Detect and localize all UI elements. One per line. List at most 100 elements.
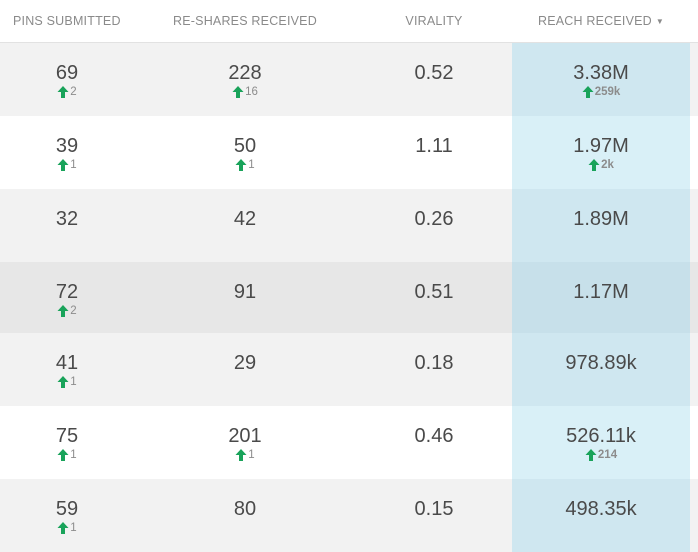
pins-submitted-cell-value: 41 [55,352,79,374]
pins-submitted-cell-delta: 2 [57,305,77,317]
reach-received-cell-delta: 2k [588,159,614,171]
pins-submitted-cell: 39 1 [0,116,134,189]
table-row[interactable]: 39 1 50 1 1.11 1.97M 2k [0,116,698,189]
virality-cell: 0.15 [356,479,512,552]
reshares-received-cell: 91 [134,262,356,333]
header-reshares-received[interactable]: RE-SHARES RECEIVED [134,0,356,42]
header-reach-received[interactable]: REACH RECEIVED ▼ [512,0,690,42]
reach-received-cell-value: 498.35k [565,498,637,520]
row-spacer [690,189,696,262]
table-row[interactable]: 41 1 29 0.18 978.89k [0,333,698,406]
reshares-received-cell-value: 29 [233,352,257,374]
virality-cell-value: 0.51 [414,281,454,303]
table-row[interactable]: 32 42 0.26 1.89M [0,189,698,262]
reach-received-cell: 1.89M [512,189,690,262]
pins-submitted-cell-value: 39 [55,135,79,157]
pins-submitted-cell: 41 1 [0,333,134,406]
row-spacer [690,479,696,552]
reshares-received-cell-value: 50 [233,135,257,157]
pins-submitted-cell-delta-value: 2 [70,86,77,98]
up-arrow-icon [582,86,594,98]
table-row[interactable]: 72 2 91 0.51 1.17M [0,262,698,333]
reshares-received-cell-delta-value: 16 [245,86,258,98]
header-spacer [690,0,696,42]
reshares-received-cell-value: 201 [228,425,262,447]
reshares-received-cell: 228 16 [134,43,356,116]
pins-submitted-cell-value: 32 [55,208,79,230]
reshares-received-cell: 50 1 [134,116,356,189]
reach-received-cell-value: 1.89M [573,208,629,230]
up-arrow-icon [57,86,69,98]
row-spacer [690,116,696,189]
pins-submitted-cell-delta-value: 1 [70,522,77,534]
pins-submitted-cell-value: 72 [55,281,79,303]
up-arrow-icon [235,449,247,461]
table-body: 69 2 228 16 0.52 3.38M 259k 39 1 50 1 1.11 1.97M 2k 32… [0,43,698,552]
virality-cell: 0.26 [356,189,512,262]
pins-submitted-cell-delta-value: 2 [70,305,77,317]
table-row[interactable]: 69 2 228 16 0.52 3.38M 259k [0,43,698,116]
table-row[interactable]: 59 1 80 0.15 498.35k [0,479,698,552]
up-arrow-icon [588,159,600,171]
caret-down-icon[interactable]: ▼ [655,16,665,26]
up-arrow-icon [235,159,247,171]
pins-submitted-cell-delta: 1 [57,159,77,171]
reshares-received-cell: 42 [134,189,356,262]
reach-received-cell-delta-value: 2k [601,159,614,171]
reshares-received-cell-value: 228 [228,62,262,84]
reach-received-cell-value: 1.97M [573,135,629,157]
pins-submitted-cell: 75 1 [0,406,134,479]
up-arrow-icon [57,305,69,317]
virality-cell: 0.18 [356,333,512,406]
virality-cell: 1.11 [356,116,512,189]
pins-submitted-cell: 69 2 [0,43,134,116]
pins-submitted-cell-delta-value: 1 [70,376,77,388]
virality-cell: 0.51 [356,262,512,333]
reach-received-cell-delta: 259k [582,86,621,98]
pins-submitted-cell-delta: 2 [57,86,77,98]
header-virality[interactable]: VIRALITY [356,0,512,42]
reshares-received-cell-delta: 16 [232,86,258,98]
pins-submitted-cell-value: 59 [55,498,79,520]
reshares-received-cell-value: 91 [233,281,257,303]
up-arrow-icon [232,86,244,98]
reshares-received-cell-delta-value: 1 [248,449,255,461]
reach-received-cell: 1.17M [512,262,690,333]
table-header: PINS SUBMITTED RE-SHARES RECEIVED VIRALI… [0,0,698,43]
virality-cell: 0.46 [356,406,512,479]
row-spacer [690,43,696,116]
header-reach-received-label: REACH RECEIVED [537,14,652,28]
virality-cell-value: 1.11 [415,135,453,157]
pins-submitted-cell: 72 2 [0,262,134,333]
up-arrow-icon [57,376,69,388]
reach-received-cell-value: 526.11k [566,425,636,447]
up-arrow-icon [57,522,69,534]
reach-received-cell: 978.89k [512,333,690,406]
up-arrow-icon [57,449,69,461]
reshares-received-cell: 80 [134,479,356,552]
row-spacer [690,262,696,333]
virality-cell-value: 0.15 [414,498,454,520]
reach-received-cell-value: 3.38M [573,62,629,84]
reshares-received-cell: 201 1 [134,406,356,479]
reshares-received-cell-delta: 1 [235,159,255,171]
virality-cell: 0.52 [356,43,512,116]
virality-cell-value: 0.18 [414,352,454,374]
reach-received-cell-delta-value: 259k [594,86,621,98]
table-row[interactable]: 75 1 201 1 0.46 526.11k 214 [0,406,698,479]
up-arrow-icon [57,159,69,171]
reach-received-cell-delta-value: 214 [597,449,618,461]
header-virality-label: VIRALITY [405,14,463,28]
row-spacer [690,406,696,479]
reach-received-cell: 1.97M 2k [512,116,690,189]
reach-received-cell-value: 1.17M [573,281,629,303]
virality-cell-value: 0.46 [414,425,454,447]
reach-received-cell-delta: 214 [585,449,617,461]
reshares-received-cell-delta-value: 1 [248,159,255,171]
pins-submitted-cell-delta: 1 [57,522,77,534]
header-pins-submitted[interactable]: PINS SUBMITTED [0,0,134,42]
virality-cell-value: 0.26 [414,208,454,230]
reach-received-cell: 526.11k 214 [512,406,690,479]
pins-submitted-cell-delta: 1 [57,449,77,461]
